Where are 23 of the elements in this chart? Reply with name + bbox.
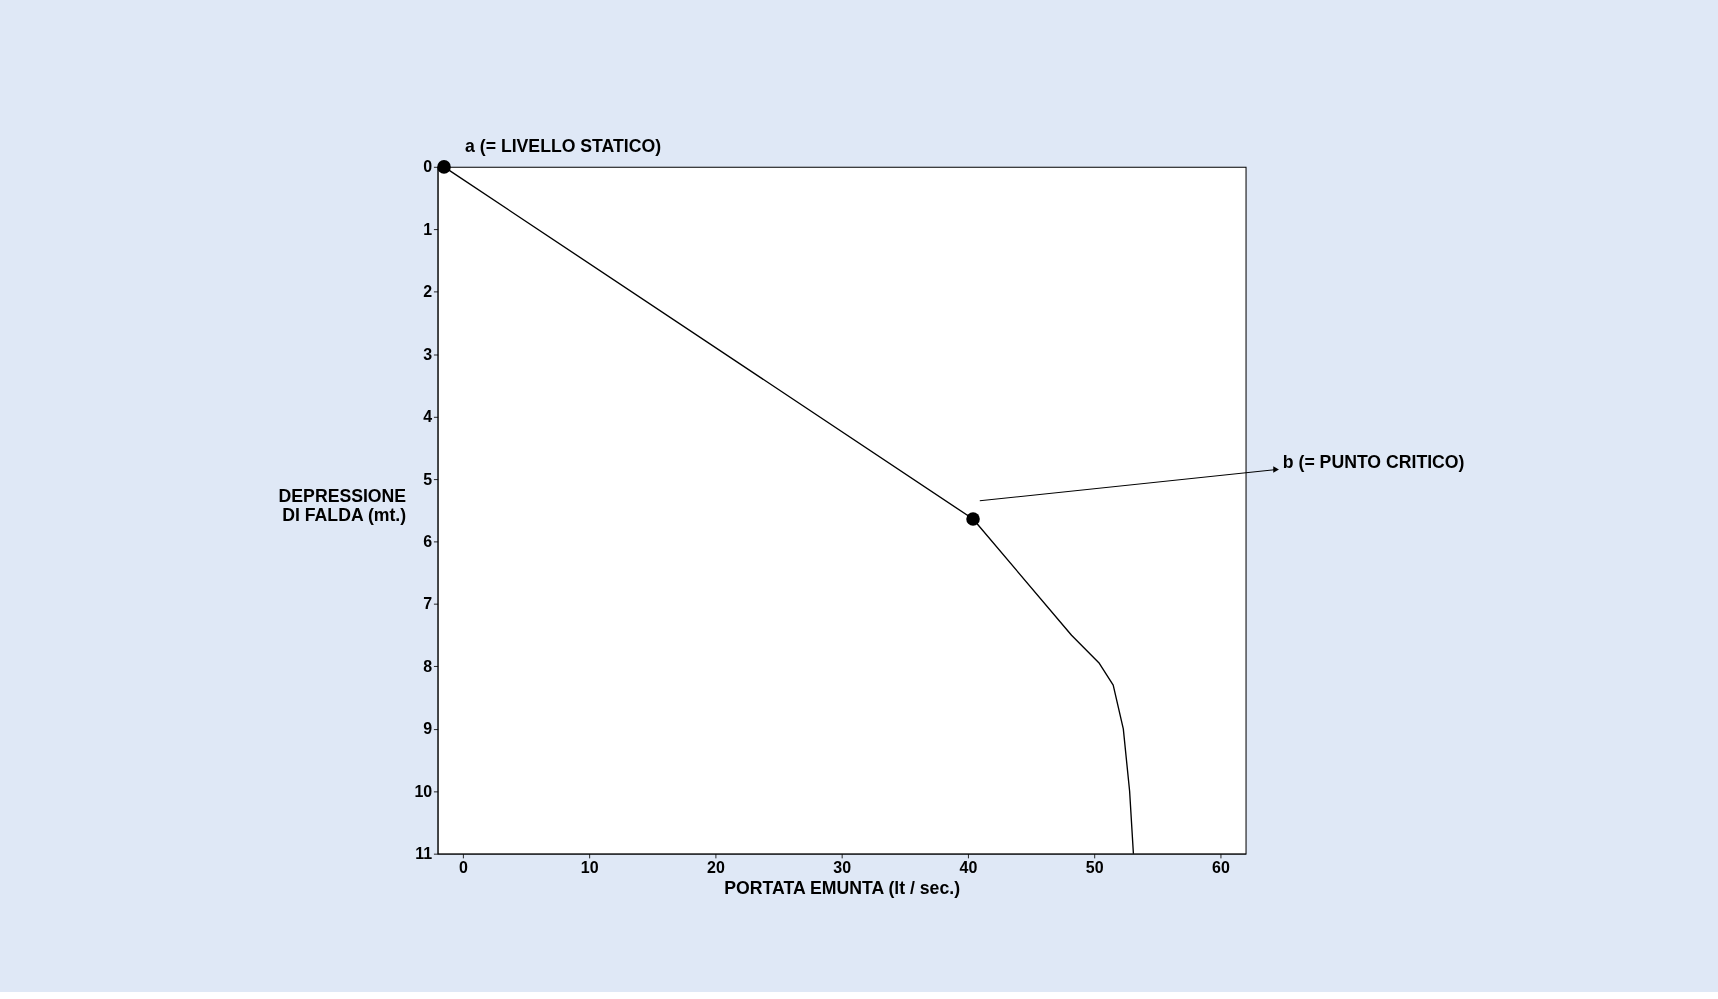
y-tick-label: 6 <box>423 533 433 550</box>
x-tick-label: 40 <box>959 858 978 876</box>
x-tick-label: 0 <box>458 858 468 876</box>
y-tick-label: 7 <box>423 595 433 613</box>
annotation: a (= LIVELLO STATICO) <box>465 135 662 156</box>
x-axis-title: PORTATA EMUNTA (lt / sec.) <box>724 877 961 898</box>
y-tick-label: 9 <box>423 720 433 738</box>
y-tick-label: 1 <box>423 220 433 238</box>
x-tick-label: 30 <box>833 858 852 876</box>
text: b (= PUNTO CRITICO) <box>1282 451 1465 472</box>
y-tick-label: 2 <box>423 283 433 301</box>
y-tick-label: 10 <box>414 782 433 800</box>
x-tick-label: 50 <box>1085 858 1104 876</box>
x-tick-label: 20 <box>707 858 725 876</box>
y-axis-title: DEPRESSIONE DI FALDA (mt.) <box>278 486 407 526</box>
y-tick-label: 8 <box>423 657 433 675</box>
x-tick-label: 60 <box>1212 858 1230 876</box>
y-tick-label: 11 <box>415 845 433 863</box>
y-tick-label: 3 <box>423 345 433 363</box>
x-tick-label: 10 <box>580 858 599 876</box>
y-tick-label: 4 <box>423 408 433 426</box>
y-tick-label: 5 <box>423 470 433 488</box>
y-tick-label: 0 <box>423 158 433 176</box>
